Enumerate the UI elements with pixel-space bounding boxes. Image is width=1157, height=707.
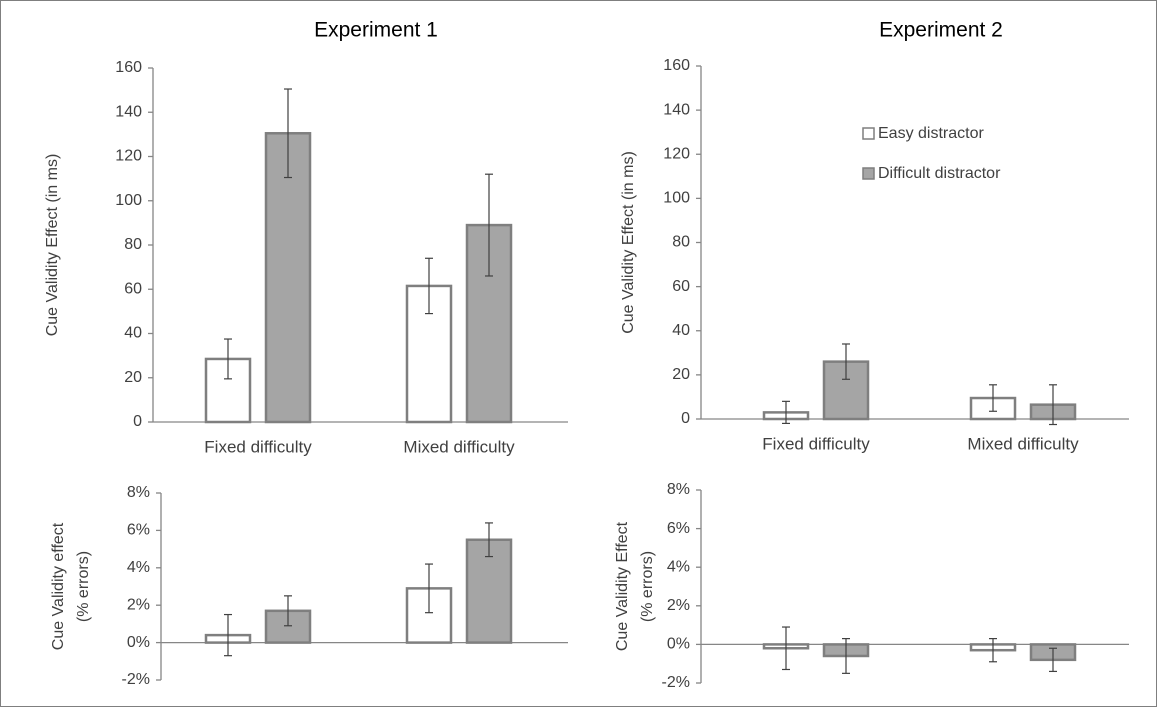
y-tick-label: 160 [663, 57, 690, 74]
legend: Easy distractor Difficult distractor [862, 125, 1001, 182]
y-tick-label: -2% [662, 674, 690, 691]
y-tick-label: -2% [122, 671, 150, 688]
y-axis-label: Cue Validity Effect (in ms) [620, 151, 637, 334]
y-tick-label: 8% [127, 484, 150, 501]
y-tick-label: 120 [115, 148, 142, 165]
x-category-label: Fixed difficulty [204, 437, 312, 456]
y-tick-label: 40 [124, 325, 142, 342]
y-tick-label: 20 [124, 369, 142, 386]
y-tick-label: 40 [672, 322, 690, 339]
y-tick-label: 80 [124, 236, 142, 253]
chart-panel-2: Experiment 2 0 20 40 60 80 100 120 140 160 Cue Val… [620, 19, 1129, 453]
y-tick-label: 4% [127, 559, 150, 576]
y-tick-label: 0 [681, 410, 690, 427]
chart-panel-3: -2% 0% 2% 4% 6% 8% Cue Validity effect (% error… [50, 484, 568, 688]
legend-swatch-easy [862, 127, 875, 140]
y-tick-label: 0 [133, 413, 142, 430]
y-tick-label: 80 [672, 234, 690, 251]
y-axis-label: Cue Validity effect [50, 522, 67, 650]
y-tick-label: 100 [663, 190, 690, 207]
y-tick-label: 4% [667, 558, 690, 575]
y-tick-label: 8% [667, 481, 690, 498]
y-tick-label: 0% [667, 636, 690, 653]
y-tick-label: 20 [672, 366, 690, 383]
y-tick-label: 6% [667, 520, 690, 537]
y-tick-label: 140 [115, 103, 142, 120]
y-tick-label: 140 [663, 101, 690, 118]
chart-title: Experiment 2 [879, 19, 1003, 42]
y-tick-label: 100 [115, 192, 142, 209]
y-tick-label: 6% [127, 522, 150, 539]
y-tick-label: 160 [115, 59, 142, 76]
legend-swatch-difficult [862, 167, 875, 180]
legend-entry: Difficult distractor [878, 165, 1001, 182]
y-tick-label: 0% [127, 634, 150, 651]
y-tick-label: 2% [667, 597, 690, 614]
x-category-label: Mixed difficulty [403, 437, 515, 456]
bar-difficult-mixed [465, 223, 513, 424]
chart-panel-4: -2% 0% 2% 4% 6% 8% Cue Validity Effect (% error… [614, 481, 1129, 691]
y-axis-label: Cue Validity Effect (in ms) [44, 154, 61, 337]
y-tick-label: 60 [124, 280, 142, 297]
chart-panel-1: Experiment 1 0 20 40 60 80 100 120 140 160 Cue Val… [44, 19, 568, 456]
x-category-label: Mixed difficulty [967, 434, 1079, 453]
y-axis-label: (% errors) [639, 551, 656, 622]
y-tick-label: 60 [672, 278, 690, 295]
chart-title: Experiment 1 [314, 19, 438, 42]
legend-entry: Easy distractor [878, 125, 984, 142]
x-category-label: Fixed difficulty [762, 434, 870, 453]
y-axis-label: Cue Validity Effect [614, 521, 631, 651]
y-tick-label: 120 [663, 145, 690, 162]
y-axis-label: (% errors) [75, 551, 92, 622]
y-tick-label: 2% [127, 596, 150, 613]
